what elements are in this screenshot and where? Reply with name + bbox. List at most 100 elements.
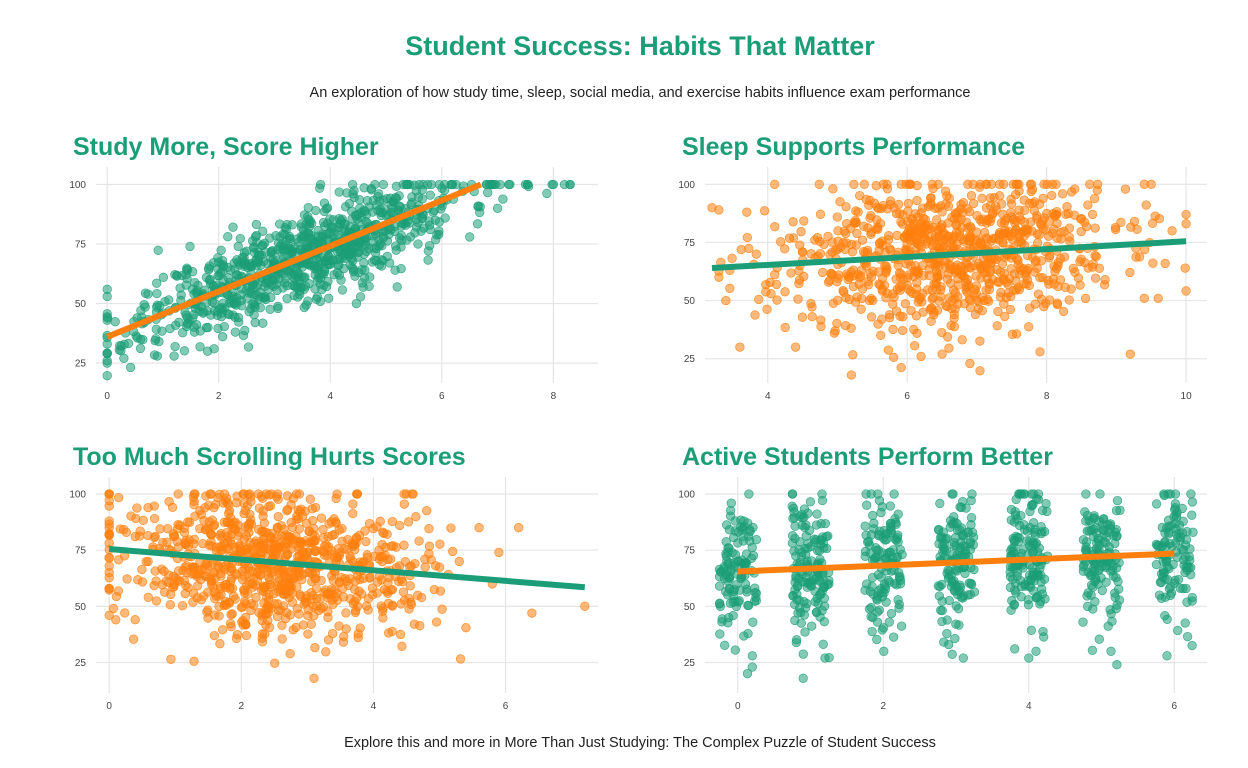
y-tick-label: 50 xyxy=(684,602,696,613)
data-point xyxy=(424,524,434,534)
data-point xyxy=(949,537,959,548)
data-point xyxy=(803,508,813,518)
data-point xyxy=(1031,646,1041,656)
data-point xyxy=(951,209,961,220)
data-point xyxy=(860,585,870,595)
data-point xyxy=(170,341,180,352)
data-point xyxy=(398,587,409,597)
data-point xyxy=(282,608,292,618)
data-point xyxy=(884,230,894,241)
data-point xyxy=(1009,517,1020,527)
data-point xyxy=(173,519,183,530)
data-point xyxy=(104,583,114,594)
data-point xyxy=(395,520,405,531)
data-point xyxy=(823,531,833,541)
data-point xyxy=(1033,494,1044,505)
data-point xyxy=(289,290,299,301)
data-point xyxy=(780,287,790,297)
data-point xyxy=(390,265,400,275)
data-point xyxy=(1103,621,1113,631)
data-point xyxy=(934,232,944,242)
data-point xyxy=(911,266,921,277)
data-point xyxy=(388,541,398,551)
data-point xyxy=(287,588,297,598)
data-point xyxy=(1039,632,1049,642)
data-point xyxy=(943,201,954,211)
data-point xyxy=(968,540,979,550)
data-point xyxy=(926,303,937,313)
data-point xyxy=(230,327,241,337)
data-point xyxy=(806,298,816,309)
data-point xyxy=(425,224,435,235)
data-point xyxy=(206,576,216,586)
data-point xyxy=(189,496,199,506)
y-tick-label: 25 xyxy=(75,359,87,370)
data-point xyxy=(794,266,804,276)
data-point xyxy=(1125,349,1135,359)
data-point xyxy=(888,324,898,335)
data-point xyxy=(565,179,575,190)
data-point xyxy=(237,602,248,612)
data-point xyxy=(1006,253,1017,263)
data-point xyxy=(254,608,264,618)
data-point xyxy=(321,647,331,657)
data-point xyxy=(185,517,195,527)
data-point xyxy=(789,513,800,523)
data-point xyxy=(291,622,301,633)
data-point xyxy=(848,350,858,360)
data-point xyxy=(203,605,213,615)
data-point xyxy=(1090,223,1100,233)
data-point xyxy=(848,265,858,275)
data-point xyxy=(165,600,175,610)
data-points xyxy=(104,489,590,683)
data-point xyxy=(818,267,828,278)
data-point xyxy=(334,621,344,631)
data-point xyxy=(243,342,254,352)
data-point xyxy=(405,581,415,591)
data-point xyxy=(321,281,332,292)
data-point xyxy=(1083,200,1093,210)
data-point xyxy=(420,562,430,572)
data-point xyxy=(874,605,884,615)
data-point xyxy=(483,187,493,198)
data-point xyxy=(284,266,294,277)
data-point xyxy=(216,590,226,600)
data-point xyxy=(881,293,891,303)
data-point xyxy=(304,218,315,228)
data-point xyxy=(1093,179,1103,189)
data-point xyxy=(338,637,349,647)
data-point xyxy=(315,179,326,190)
data-point xyxy=(902,239,912,250)
data-point xyxy=(1188,527,1198,537)
data-point xyxy=(396,599,406,609)
data-point xyxy=(225,619,236,629)
data-point xyxy=(411,512,421,522)
data-point xyxy=(1181,219,1191,229)
data-point xyxy=(174,576,185,586)
data-point xyxy=(823,231,833,242)
data-point xyxy=(1066,187,1077,197)
data-point xyxy=(908,223,918,233)
data-point xyxy=(909,341,920,351)
data-point xyxy=(355,557,365,567)
data-point xyxy=(935,498,945,509)
data-point xyxy=(504,179,514,190)
data-point xyxy=(140,302,150,312)
data-point xyxy=(224,598,235,608)
data-point xyxy=(975,238,985,249)
data-point xyxy=(1080,257,1090,268)
data-point xyxy=(740,560,750,570)
data-point xyxy=(1035,599,1045,609)
data-point xyxy=(446,523,456,533)
data-point xyxy=(810,537,820,547)
data-point xyxy=(197,564,207,574)
data-point xyxy=(252,568,262,578)
data-point xyxy=(876,572,886,582)
data-point xyxy=(928,293,938,303)
data-point xyxy=(306,619,316,629)
data-point xyxy=(363,593,374,604)
data-point xyxy=(455,654,466,664)
data-point xyxy=(226,610,236,620)
data-point xyxy=(258,506,268,516)
data-point xyxy=(898,312,908,322)
